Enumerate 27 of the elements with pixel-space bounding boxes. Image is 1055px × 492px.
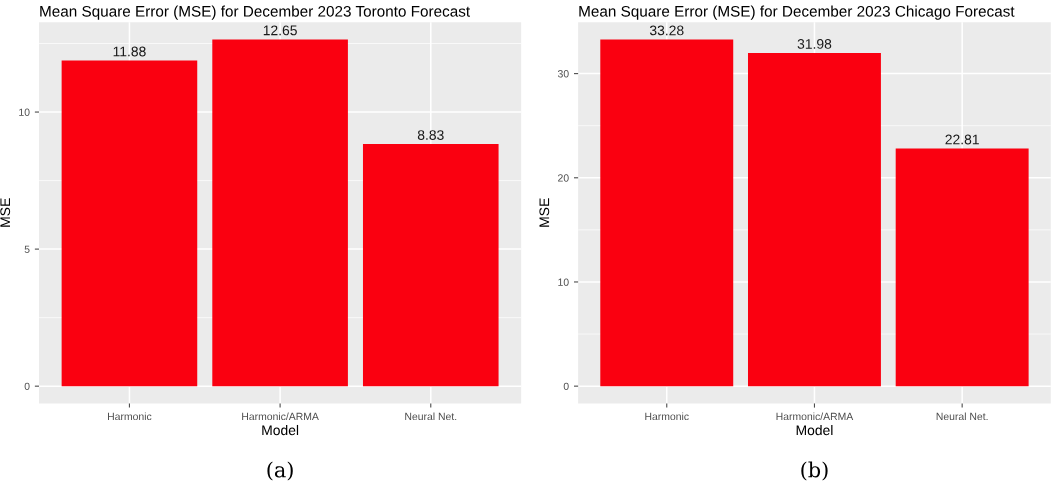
y-tick-label: 0 [24,382,30,391]
x-tick-label: Harmonic [108,412,152,421]
y-tick-label: 0 [563,382,569,391]
x-tick-label: Harmonic/ARMA [242,412,319,421]
y-tick-label: 10 [558,278,569,286]
x-tick-label: Harmonic/ARMA [776,412,854,421]
text: (b) [801,461,828,481]
x-tick-label: Neural Net. [405,412,457,421]
y-axis-title: MSE [0,198,11,227]
data-label: 33.28 [649,25,684,36]
y-tick-label: 30 [557,70,569,78]
y-tick-label: 10 [19,108,30,116]
x-axis-title: Model [796,424,833,436]
chart-title: Mean Square Error (MSE) for December 2023 Toronto Forecast [40,5,470,20]
data-label: 8.83 [417,130,444,140]
data-label: 12.65 [263,25,297,36]
y-tick-label: 5 [24,245,30,253]
y-tick-label: 20 [558,174,569,182]
y-axis-title: MSE [539,198,550,227]
chart-title: Mean Square Error (MSE) for December 2023 Chicago Forecast [579,5,1015,20]
data-label: 31.98 [797,39,832,49]
data-label: 22.81 [945,134,979,145]
x-tick-label: Neural Net. [936,412,988,421]
x-tick-label: Harmonic [645,412,689,421]
x-axis-title: Model [262,424,299,436]
text: (a) [267,461,293,481]
data-label: 11.88 [113,46,146,57]
